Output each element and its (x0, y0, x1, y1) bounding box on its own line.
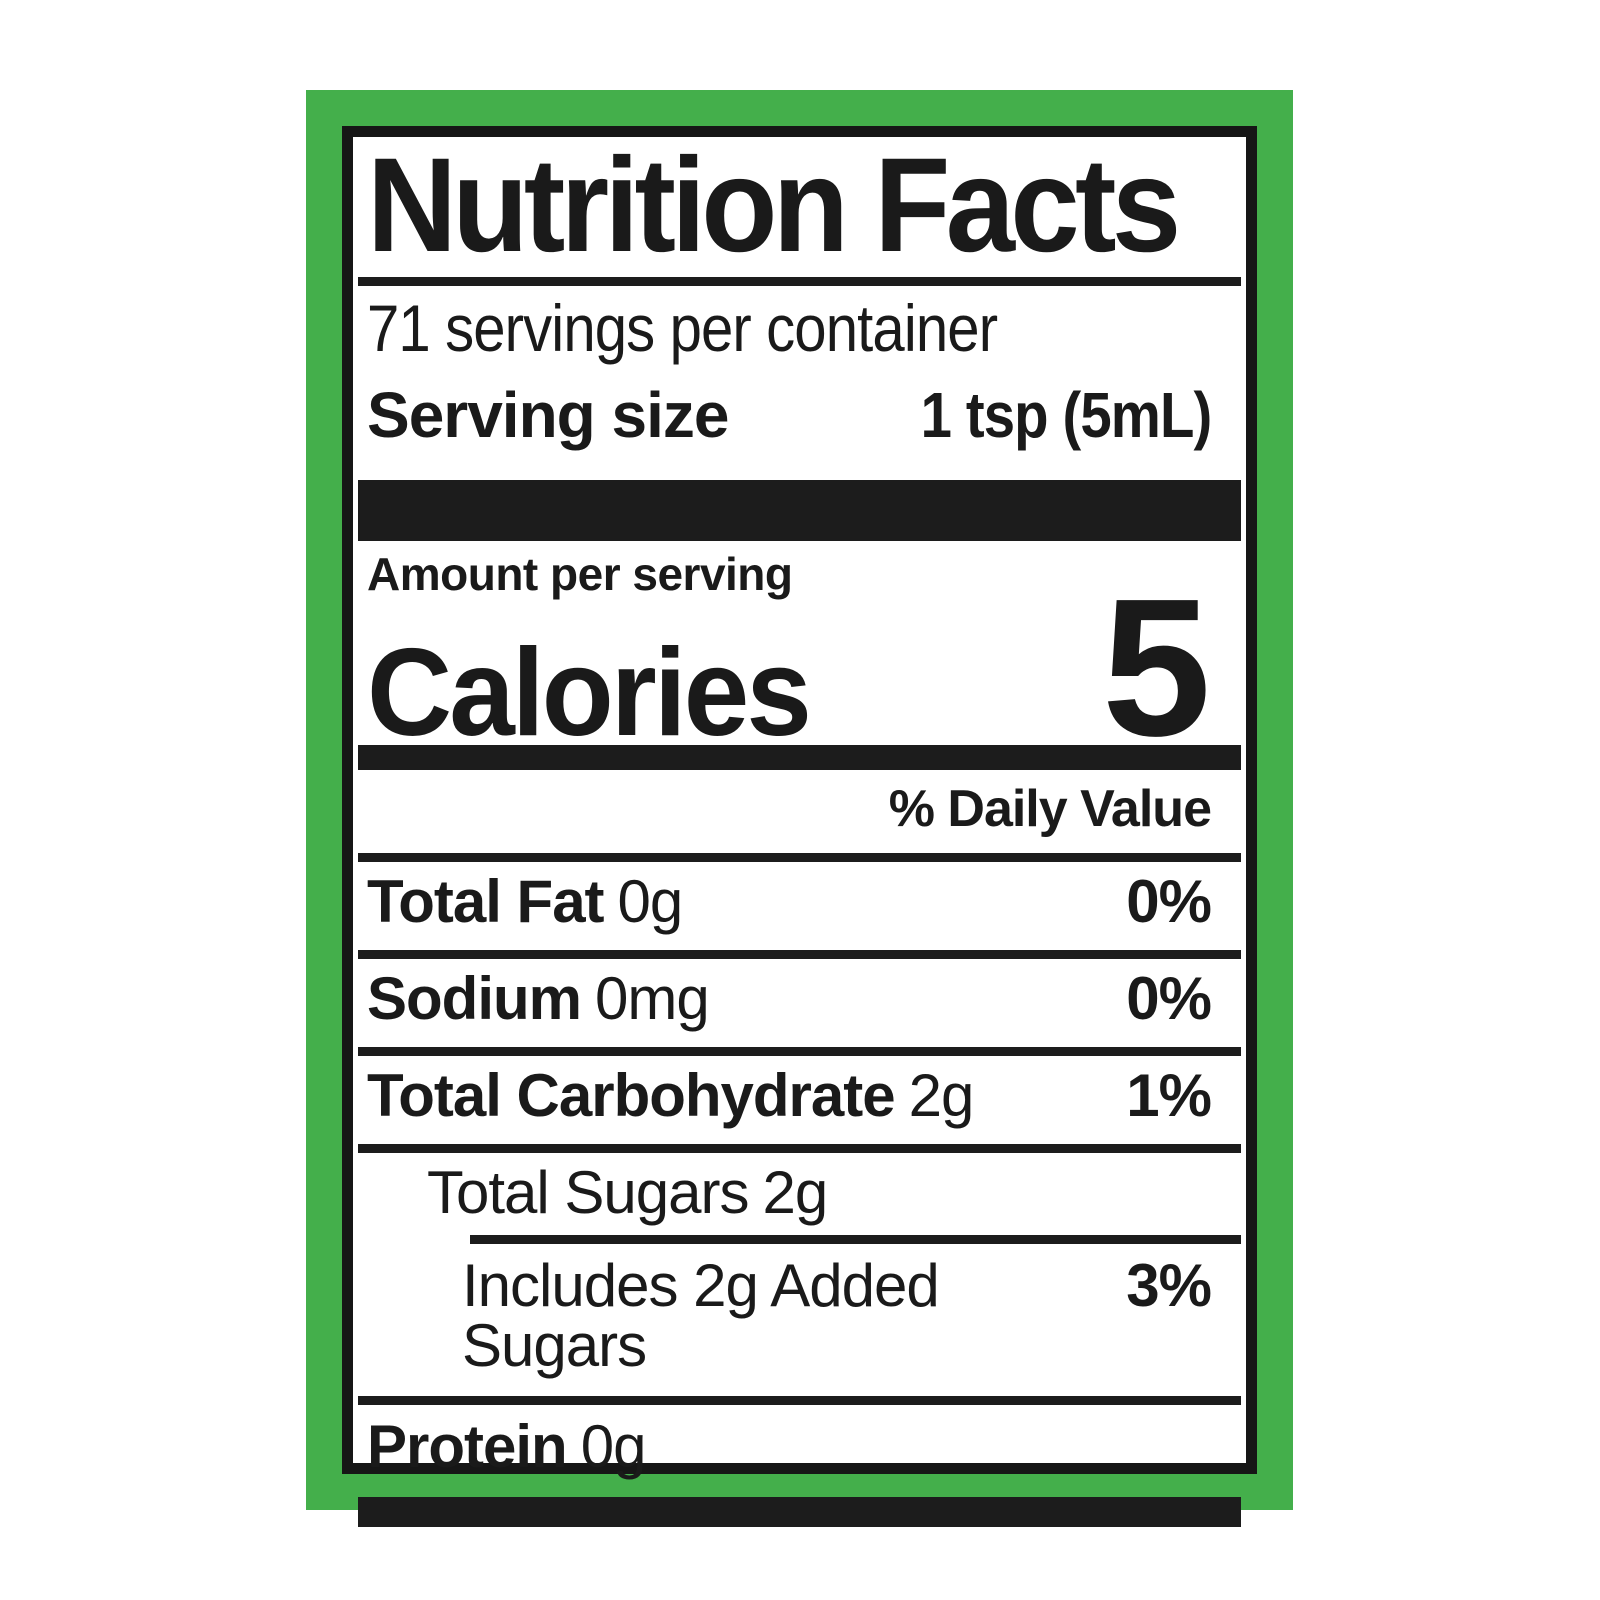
nutrition-label-green-border: Nutrition Facts 71 servings per containe… (306, 90, 1293, 1527)
hairline-rule (358, 1395, 1241, 1405)
servings-per-container: 71 servings per container (367, 291, 998, 365)
medium-divider-bar (358, 745, 1241, 771)
nutrient-name-and-amount: Protein 0g (367, 1416, 646, 1477)
title-divider-rule (358, 277, 1241, 286)
serving-size-row: Serving size 1 tsp (5mL) (358, 381, 1241, 450)
nutrient-name-and-amount: Total Carbohydrate 2g (367, 1065, 974, 1126)
nutrient-amount: 0g (580, 1412, 647, 1480)
nutrient-amount: 2g (908, 1061, 975, 1129)
nutrient-name: Includes 2g Added Sugars (462, 1251, 940, 1379)
nutrient-row-total-carbohydrate: Total Carbohydrate 2g 1% (358, 1056, 1241, 1144)
nutrient-name: Sodium (367, 964, 582, 1032)
nutrient-daily-value: 0% (1126, 867, 1212, 935)
hairline-rule (358, 949, 1241, 959)
serving-size-value: 1 tsp (5mL) (920, 379, 1212, 452)
serving-size-label: Serving size (367, 379, 729, 452)
nutrient-name: Protein (367, 1412, 568, 1480)
indented-hairline-rule (470, 1234, 1241, 1244)
hairline-rule (358, 1046, 1241, 1056)
nutrient-name-and-amount: Total Fat 0g (367, 871, 683, 932)
nutrient-name-and-amount: Sodium 0mg (367, 968, 710, 1029)
nutrient-name: Total Fat (367, 867, 605, 935)
nutrient-name: Total Sugars (427, 1158, 750, 1226)
thick-divider-bar (358, 480, 1241, 542)
nutrient-daily-value: 0% (1126, 964, 1212, 1032)
nutrition-label-frame: Nutrition Facts 71 servings per containe… (342, 126, 1257, 1527)
nutrition-label-content: Nutrition Facts 71 servings per containe… (353, 139, 1246, 1527)
nutrient-daily-value: 1% (1126, 1061, 1212, 1129)
amount-per-serving-label: Amount per serving (367, 548, 793, 601)
nutrient-amount: 2g (762, 1158, 829, 1226)
bottom-divider-bar (358, 1496, 1241, 1527)
label-title: Nutrition Facts (367, 131, 1181, 280)
nutrient-amount: 0mg (595, 964, 710, 1032)
daily-value-header: % Daily Value (888, 780, 1212, 839)
hairline-rule (358, 852, 1241, 862)
nutrient-row-sodium: Sodium 0mg 0% (358, 959, 1241, 1047)
nutrient-daily-value: 3% (1126, 1251, 1212, 1319)
nutrient-row-total-fat: Total Fat 0g 0% (358, 862, 1241, 950)
hairline-rule (358, 1143, 1241, 1153)
nutrient-name: Total Carbohydrate (367, 1061, 896, 1129)
nutrient-amount: 0g (617, 867, 684, 935)
nutrient-name-and-amount: Total Sugars 2g (427, 1162, 828, 1223)
nutrient-row-total-sugars: Total Sugars 2g (358, 1153, 1241, 1235)
calories-row: Calories 5 (358, 558, 1241, 778)
nutrient-row-added-sugars: Includes 2g Added Sugars 3% (358, 1244, 1241, 1396)
calories-value: 5 (1101, 558, 1211, 778)
nutrient-row-protein: Protein 0g (358, 1405, 1241, 1497)
calories-label: Calories (367, 624, 812, 763)
